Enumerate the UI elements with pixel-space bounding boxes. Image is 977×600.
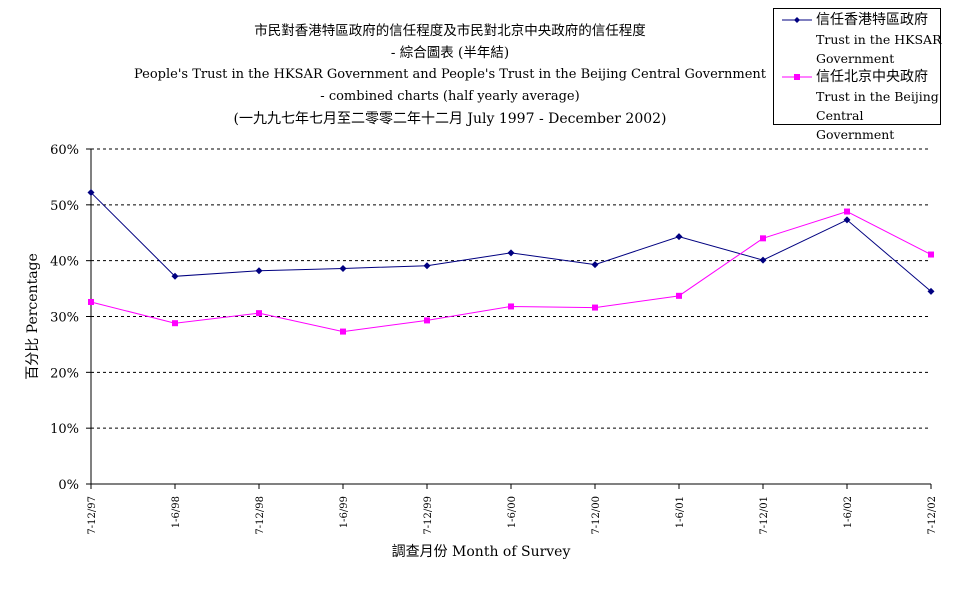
title-en-line1: People's Trust in the HKSAR Government a… xyxy=(134,67,766,82)
data-point-diamond xyxy=(507,249,515,257)
y-tick-label: 40% xyxy=(50,255,79,270)
y-axis-title: 百分比 Percentage xyxy=(25,253,41,380)
series-line-0 xyxy=(90,192,932,292)
title-en-line2: - combined charts (half yearly average) xyxy=(320,89,580,104)
y-tick-label: 30% xyxy=(50,311,79,326)
data-point-square xyxy=(340,328,346,335)
legend-swatch-hksar xyxy=(782,17,812,23)
data-point-square xyxy=(592,304,598,311)
data-point-diamond xyxy=(339,264,347,272)
x-tick-label: 1-6/01 xyxy=(675,496,686,528)
title-zh-line2: - 綜合圖表 (半年結) xyxy=(390,45,510,61)
y-tick-label: 50% xyxy=(50,199,79,214)
data-point-square xyxy=(424,317,430,324)
data-point-diamond xyxy=(843,216,851,224)
legend-label-en1-hksar: Trust in the HKSAR xyxy=(816,32,942,47)
x-tick-label: 1-6/02 xyxy=(843,496,854,528)
series-line-1 xyxy=(90,210,932,333)
data-point-diamond xyxy=(171,272,179,280)
data-point-square xyxy=(844,208,850,215)
legend-swatch-beijing xyxy=(782,74,812,80)
chart-title: 市民對香港特區政府的信任程度及市民對北京中央政府的信任程度 - 綜合圖表 (半年… xyxy=(100,20,800,130)
x-tick-label: 1-6/00 xyxy=(507,496,518,528)
data-point-square xyxy=(508,303,514,310)
data-point-diamond xyxy=(423,262,431,270)
data-point-diamond xyxy=(675,233,683,241)
data-point-diamond xyxy=(927,287,935,295)
x-tick-label: 7-12/99 xyxy=(423,496,434,535)
legend: 信任香港特區政府 Trust in the HKSAR Government 信… xyxy=(773,8,942,142)
data-point-square xyxy=(256,310,262,317)
x-tick-label: 7-12/02 xyxy=(927,496,938,535)
data-point-diamond xyxy=(759,256,767,264)
data-point-square xyxy=(760,235,766,242)
data-point-diamond xyxy=(255,267,263,275)
y-tick-label: 10% xyxy=(50,422,79,437)
y-tick-label: 0% xyxy=(58,478,79,493)
x-axis-title: 調查月份 Month of Survey xyxy=(392,544,571,560)
data-point-square xyxy=(676,292,682,299)
title-zh-line1: 市民對香港特區政府的信任程度及市民對北京中央政府的信任程度 xyxy=(254,23,646,39)
legend-label-zh-hksar: 信任香港特區政府 xyxy=(816,12,928,28)
x-tick-label: 7-12/00 xyxy=(591,496,602,535)
x-tick-label: 7-12/01 xyxy=(759,496,770,535)
legend-label-en2-hksar: Government xyxy=(816,51,895,66)
x-tick-label: 1-6/99 xyxy=(339,496,350,528)
title-date-range: (一九九七年七月至二零零二年十二月 July 1997 - December 2… xyxy=(233,111,667,127)
data-point-square xyxy=(88,298,94,305)
x-tick-label: 7-12/97 xyxy=(87,496,98,535)
x-tick-label: 7-12/98 xyxy=(255,496,266,535)
data-point-diamond xyxy=(87,189,95,197)
data-point-diamond xyxy=(591,261,599,269)
y-tick-label: 20% xyxy=(50,366,79,381)
data-point-square xyxy=(928,251,934,258)
x-tick-label: 1-6/98 xyxy=(171,496,182,528)
data-point-square xyxy=(172,320,178,327)
y-tick-label: 60% xyxy=(50,143,79,158)
legend-label-en2-beijing: Central Government xyxy=(816,108,895,142)
legend-label-zh-beijing: 信任北京中央政府 xyxy=(816,69,928,85)
legend-label-en1-beijing: Trust in the Beijing xyxy=(816,89,939,104)
